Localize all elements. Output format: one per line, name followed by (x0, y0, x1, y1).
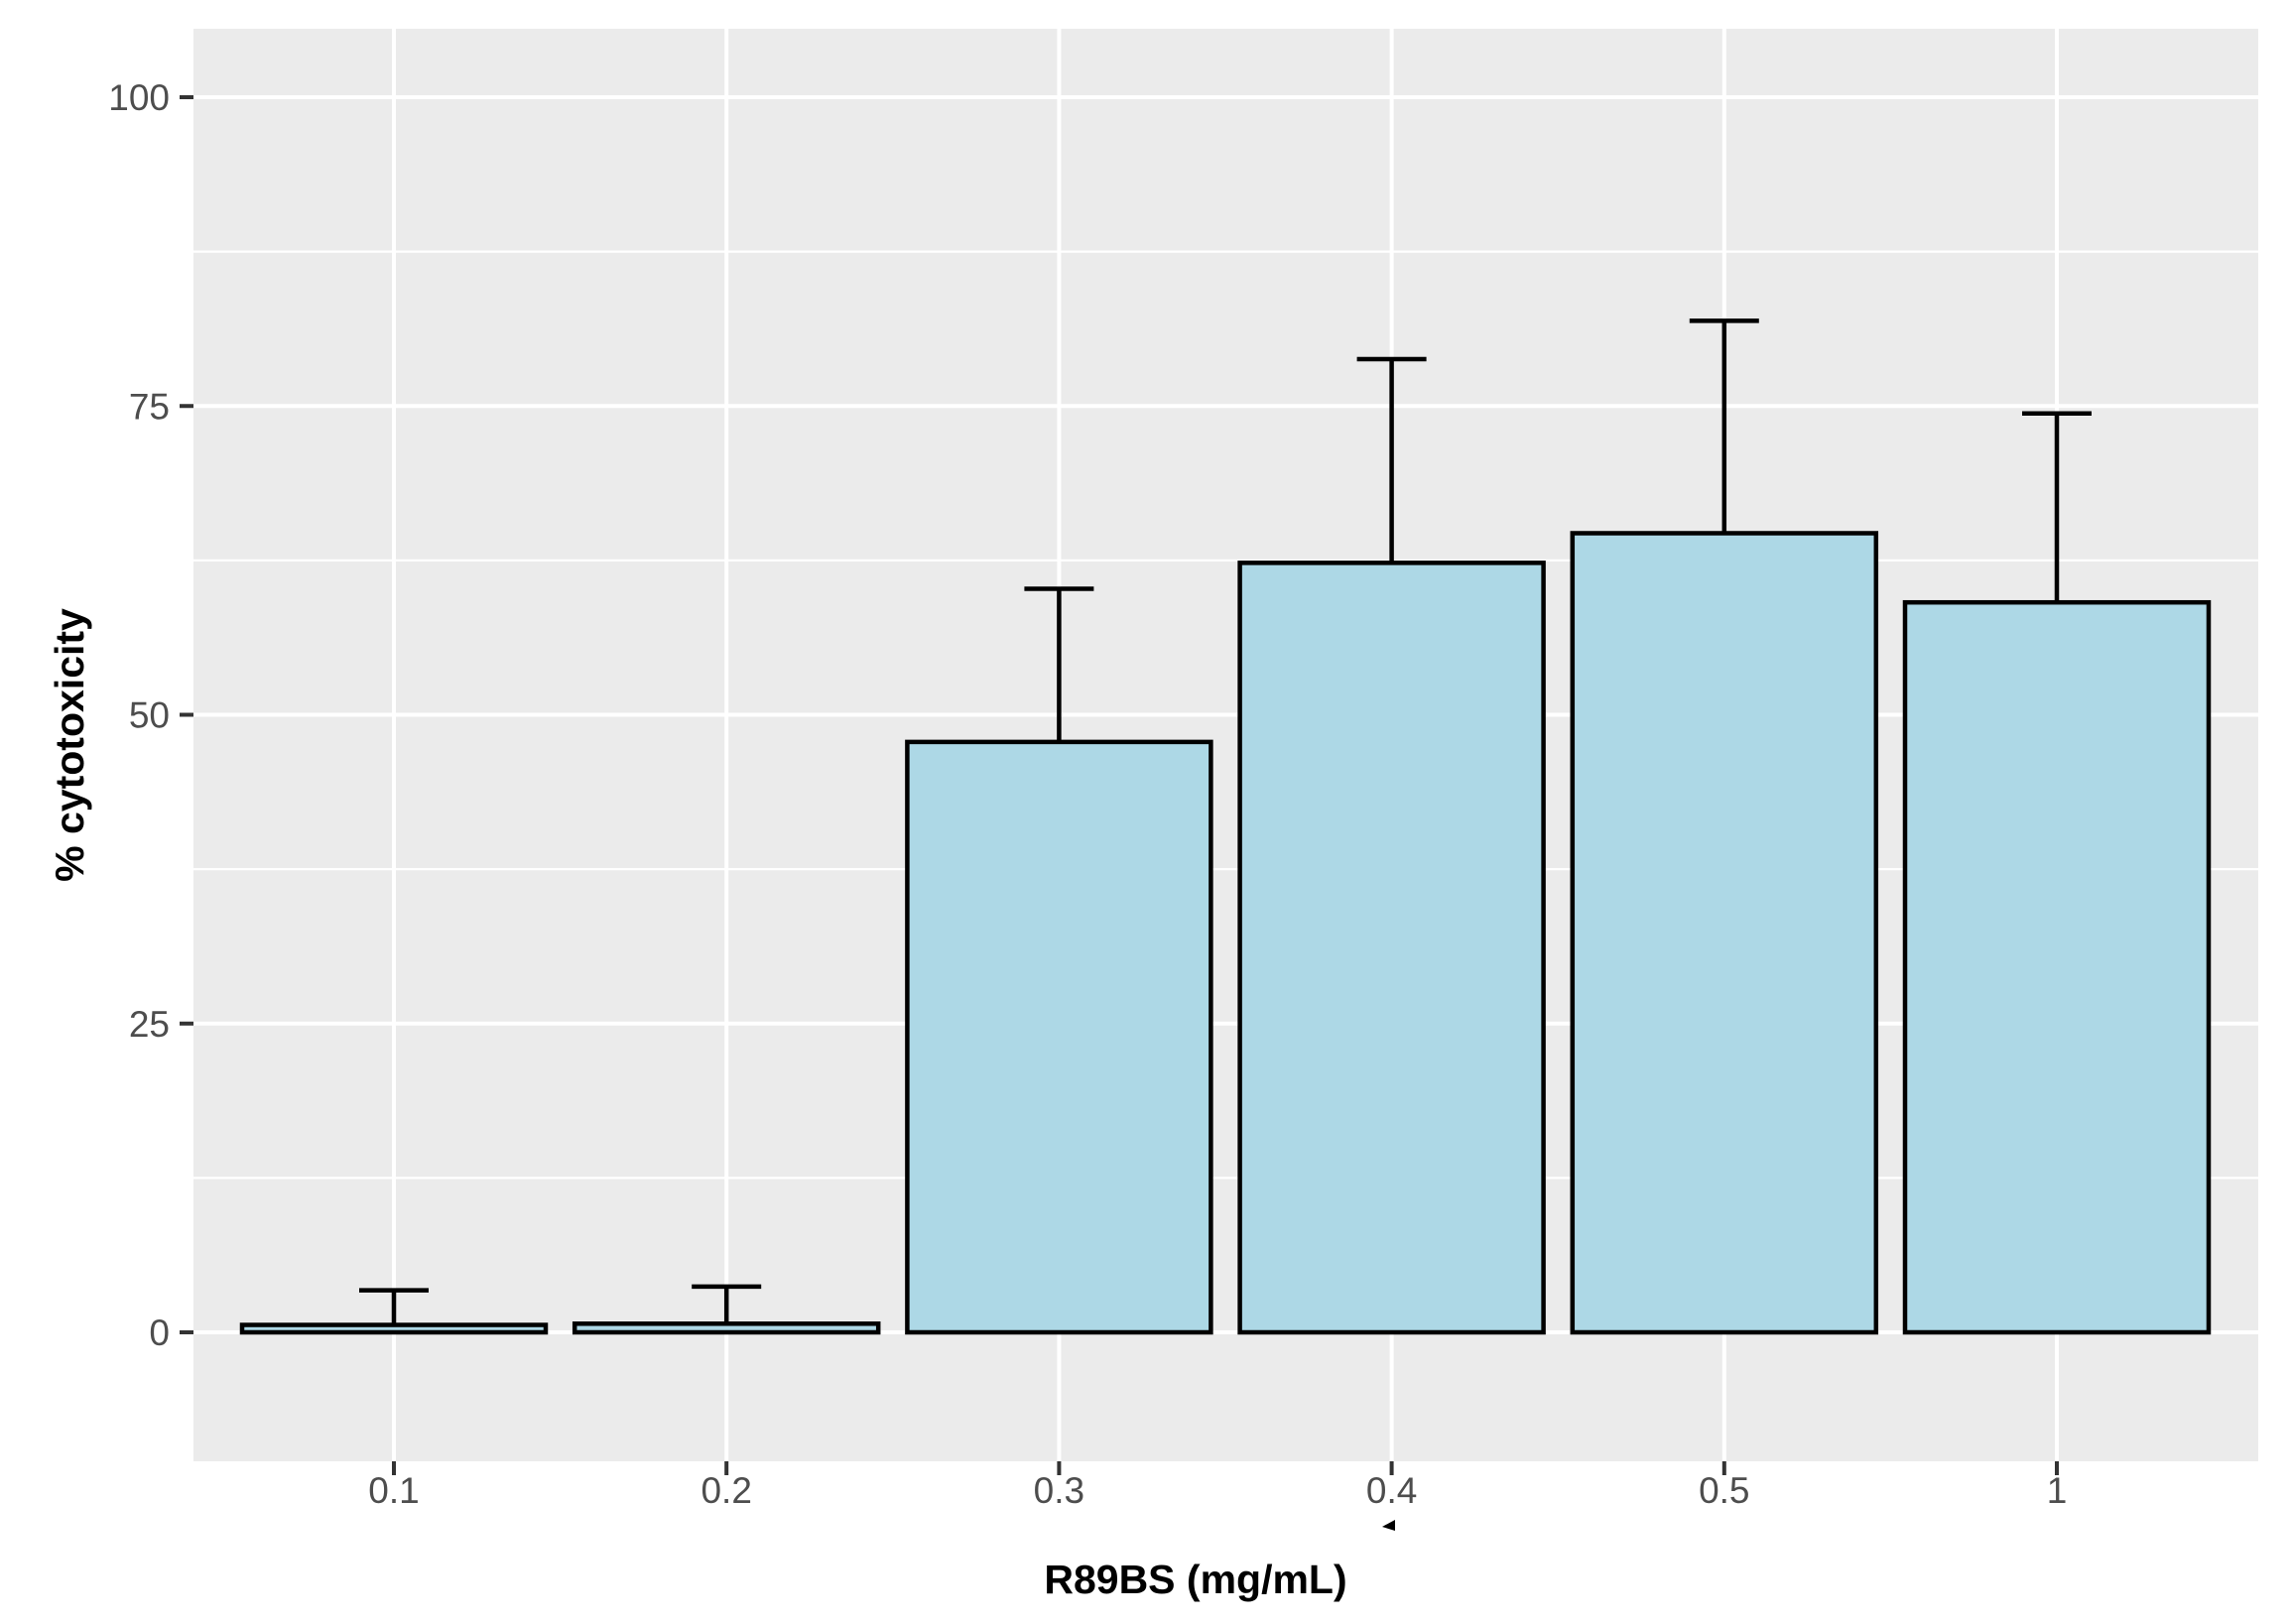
x-tick-label: 0.1 (368, 1470, 419, 1511)
y-tick-label: 50 (129, 695, 170, 736)
x-tick-label: 0.5 (1699, 1470, 1749, 1511)
axis-tick-labels: 0 25 50 75 100 0.1 0.2 0.3 0.4 0.5 1 (108, 77, 2067, 1511)
x-axis-title: R89BS (mg/mL) (1044, 1557, 1346, 1602)
y-tick-label: 100 (108, 77, 170, 118)
error-bars (359, 318, 2092, 1325)
x-tick-label: 0.2 (700, 1470, 751, 1511)
y-tick-label: 0 (149, 1312, 170, 1353)
y-tick-label: 25 (129, 1004, 170, 1045)
x-tick-label: 0.3 (1034, 1470, 1084, 1511)
bars (239, 531, 2212, 1335)
x-tick-label: 1 (2047, 1470, 2068, 1511)
bar (905, 739, 1213, 1335)
stray-mark (1382, 1520, 1395, 1531)
bar (1570, 531, 1879, 1335)
x-tick-label: 0.4 (1366, 1470, 1417, 1511)
y-axis-title: % cytotoxicity (47, 608, 92, 882)
bar (1237, 561, 1546, 1335)
bar (239, 1322, 549, 1335)
bar (572, 1321, 881, 1335)
axis-ticks (180, 95, 2059, 1475)
y-tick-label: 75 (129, 386, 170, 427)
bar (1902, 599, 2212, 1335)
